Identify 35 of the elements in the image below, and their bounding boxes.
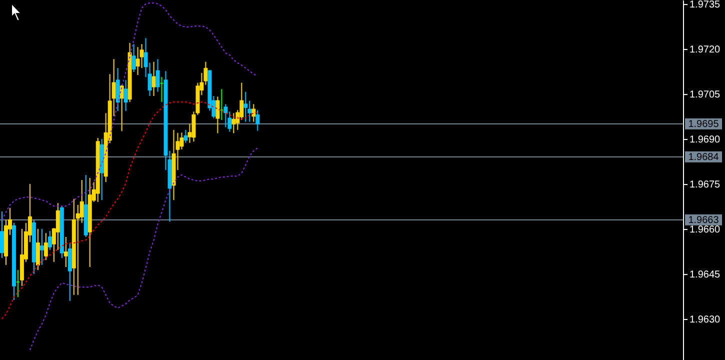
candlestick [0,211,4,258]
y-tick-label: 1.9675 [690,179,721,190]
ref-line-label: 1.9684 [688,152,720,163]
candlestick [152,61,156,96]
candlestick [156,58,160,92]
candlestick [224,104,228,128]
candlestick [120,84,124,132]
line-series [1,2,258,220]
candlestick [44,232,48,261]
y-tick-label: 1.9690 [690,134,721,146]
line-series [1,102,258,320]
y-tick-label: 1.9645 [690,269,721,280]
candlestick [184,129,188,144]
candlestick [36,228,40,270]
candlestick [68,242,72,302]
candlestick [40,228,44,266]
y-tick-label: 1.9660 [690,224,721,236]
candlestick [136,46,140,76]
candlestick [132,44,136,72]
ref-line-label: 1.9695 [688,118,720,130]
y-tick-label: 1.9720 [690,44,721,56]
y-tick-label: 1.9735 [690,0,721,10]
candlestick [256,110,260,132]
candlestick [48,230,52,250]
candlestick [244,91,248,122]
candlestick [124,80,128,112]
y-tick-label: 1.9705 [690,89,721,100]
candlestick [116,68,120,112]
line-series [29,147,258,351]
candlestick [252,104,256,122]
candlestick [232,112,236,134]
ref-line-label: 1.9663 [688,214,720,226]
candlestick [64,236,68,268]
y-tick-label: 1.9630 [690,314,721,326]
candlestick [216,96,220,134]
